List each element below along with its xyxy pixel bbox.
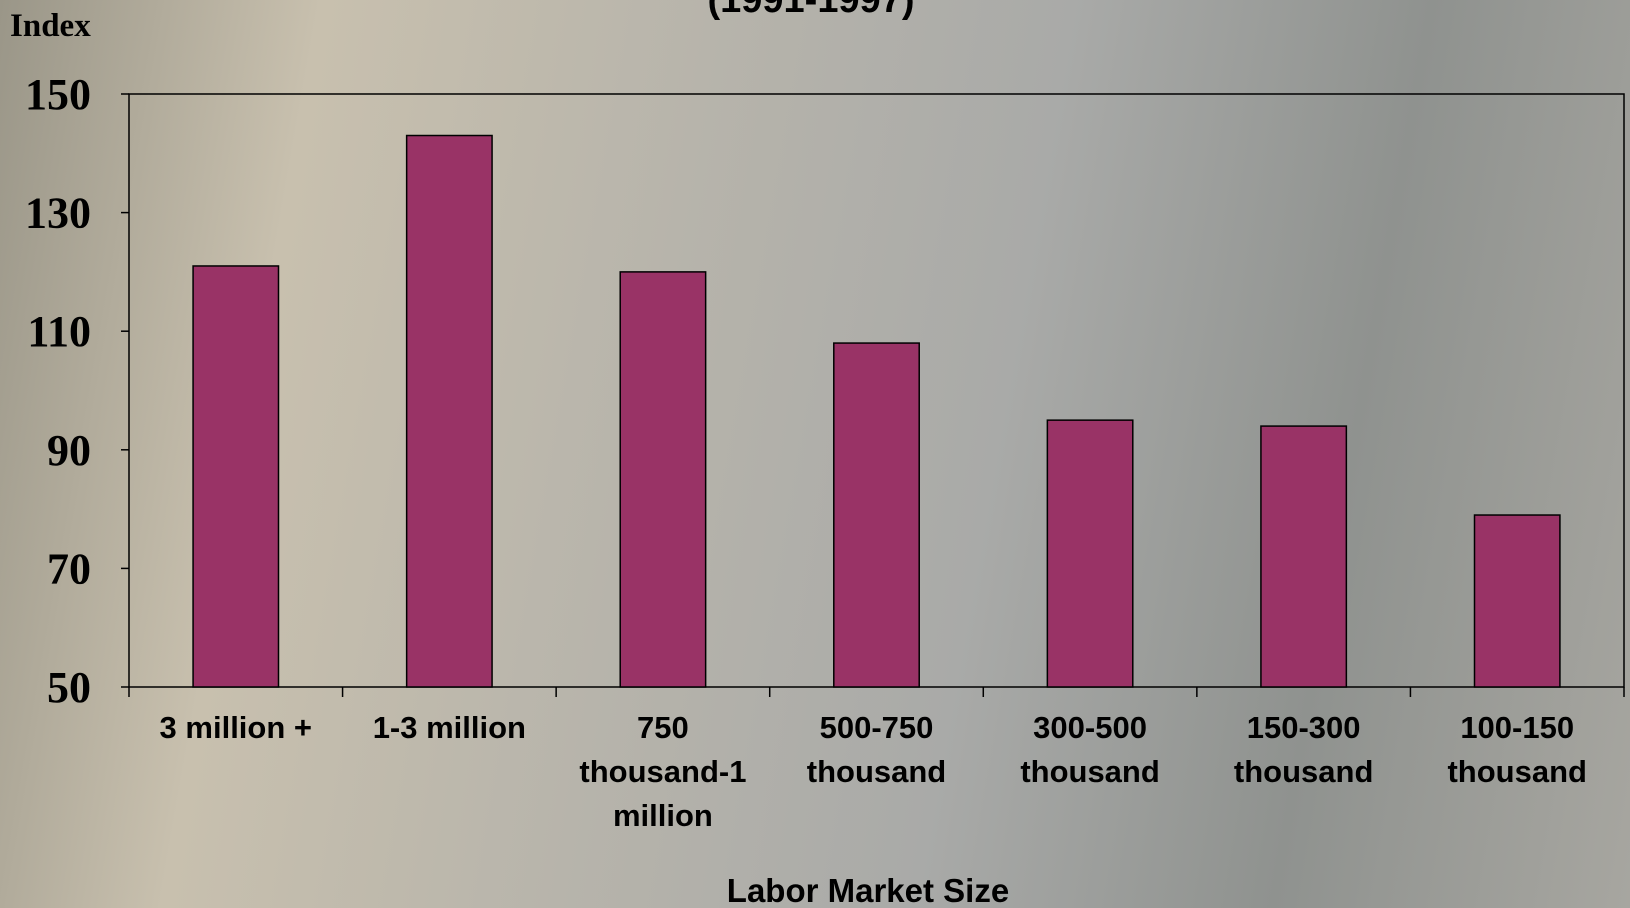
y-tick-label: 90	[47, 426, 91, 475]
x-tick-label: 1-3 million	[372, 710, 526, 745]
y-axis-label: Index	[10, 8, 91, 44]
bar	[1046, 419, 1134, 688]
y-tick-label: 110	[27, 307, 91, 356]
x-tick-label: 150-300 thousand	[1233, 710, 1374, 789]
bar	[192, 265, 280, 688]
x-tick-label: 300-500 thousand	[1020, 710, 1160, 789]
x-tick-label: 3 million +	[159, 710, 313, 745]
x-tick-label: 100-150 thousand	[1447, 710, 1587, 789]
bar	[1260, 425, 1348, 688]
y-tick-label: 70	[47, 544, 91, 593]
x-axis-label: Labor Market Size	[727, 872, 1009, 908]
x-tick-label: 500-750 thousand	[806, 710, 947, 789]
bar	[405, 134, 493, 688]
y-tick-label: 50	[47, 663, 91, 712]
bar	[833, 342, 920, 688]
bar	[1473, 514, 1561, 688]
chart-title: (1991-1997)	[707, 0, 914, 21]
y-tick-label: 150	[25, 70, 91, 119]
y-tick-label: 130	[25, 189, 91, 238]
bar	[619, 271, 707, 688]
x-tick-label: 750 thousand-1 million	[579, 710, 747, 833]
